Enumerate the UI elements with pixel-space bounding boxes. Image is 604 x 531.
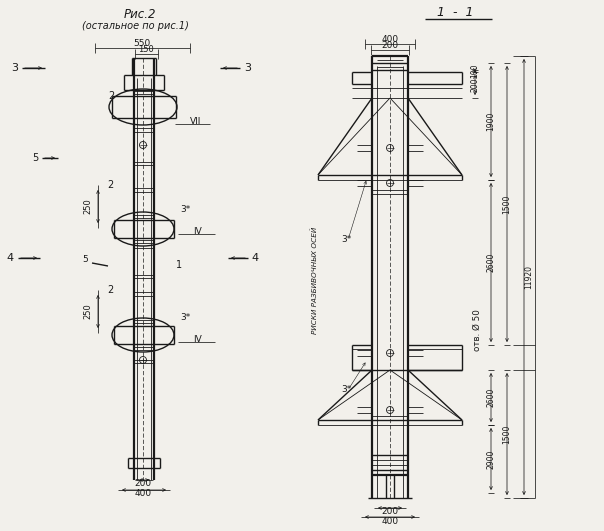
Text: 2900: 2900 bbox=[486, 449, 495, 469]
Text: 1  -  1: 1 - 1 bbox=[437, 5, 474, 19]
Text: 250: 250 bbox=[83, 303, 92, 319]
Text: 4: 4 bbox=[251, 253, 259, 263]
Text: 150: 150 bbox=[138, 46, 154, 55]
Text: 400: 400 bbox=[382, 36, 399, 45]
Text: IV: IV bbox=[194, 227, 202, 236]
Text: 250: 250 bbox=[83, 198, 92, 214]
Text: 550: 550 bbox=[133, 39, 150, 48]
Text: отв. Ø 50: отв. Ø 50 bbox=[472, 309, 481, 351]
Text: 3*: 3* bbox=[180, 205, 190, 215]
Text: 3*: 3* bbox=[341, 386, 351, 395]
Text: (остальное по рис.1): (остальное по рис.1) bbox=[82, 21, 188, 31]
Text: 200: 200 bbox=[382, 508, 399, 517]
Text: 200: 200 bbox=[382, 41, 399, 50]
Text: 400: 400 bbox=[382, 517, 399, 526]
Text: 5: 5 bbox=[32, 153, 38, 163]
Text: 2: 2 bbox=[107, 285, 113, 295]
Text: 11920: 11920 bbox=[524, 265, 533, 289]
Text: 400: 400 bbox=[135, 490, 152, 499]
Text: IV: IV bbox=[194, 336, 202, 345]
Text: 4: 4 bbox=[7, 253, 13, 263]
Text: 200: 200 bbox=[135, 479, 152, 489]
Text: Рис.2: Рис.2 bbox=[124, 8, 156, 21]
Text: 3: 3 bbox=[245, 63, 251, 73]
Text: 3*: 3* bbox=[341, 236, 351, 244]
Text: 200: 200 bbox=[471, 78, 480, 92]
Text: 3: 3 bbox=[11, 63, 19, 73]
Text: 2: 2 bbox=[107, 180, 113, 190]
Text: 1: 1 bbox=[176, 260, 182, 270]
Text: 100: 100 bbox=[471, 64, 480, 78]
Text: 2600: 2600 bbox=[486, 253, 495, 272]
Text: 1500: 1500 bbox=[503, 424, 512, 444]
Text: 2600: 2600 bbox=[486, 388, 495, 407]
Text: 2: 2 bbox=[108, 91, 114, 101]
Text: 5: 5 bbox=[82, 255, 88, 264]
Text: VII: VII bbox=[190, 117, 202, 126]
Text: РИСКИ РАЗБИВОЧНЫХ ОСЕЙ: РИСКИ РАЗБИВОЧНЫХ ОСЕЙ bbox=[312, 226, 318, 333]
Text: 1500: 1500 bbox=[503, 194, 512, 213]
Text: 3*: 3* bbox=[180, 313, 190, 322]
Text: 1900: 1900 bbox=[486, 112, 495, 131]
